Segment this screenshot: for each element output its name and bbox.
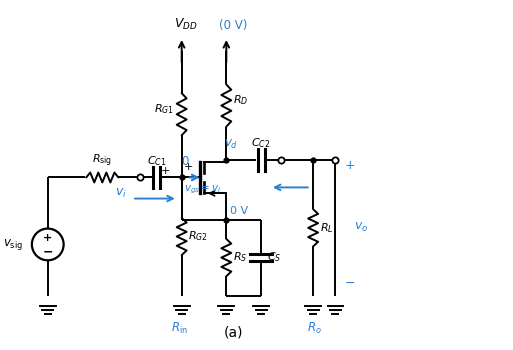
Text: $C_S$: $C_S$ [267, 251, 282, 265]
Text: $v_{gs} = v_i$: $v_{gs} = v_i$ [184, 183, 222, 196]
Text: $V_{DD}$: $V_{DD}$ [174, 17, 198, 32]
Text: $C_{C2}$: $C_{C2}$ [251, 136, 271, 150]
Text: −: − [344, 276, 355, 290]
Text: $R_D$: $R_D$ [233, 94, 248, 107]
Text: 0: 0 [182, 155, 189, 168]
Text: $C_{C1}$: $C_{C1}$ [147, 154, 167, 168]
Text: +: + [43, 233, 52, 243]
Text: (a): (a) [224, 326, 244, 340]
Text: $R_{G2}$: $R_{G2}$ [188, 230, 208, 243]
Text: $v_d$: $v_d$ [224, 138, 238, 151]
Text: +: + [184, 162, 193, 172]
Text: −: − [43, 245, 53, 258]
Text: +: + [344, 159, 355, 172]
Text: +: + [161, 166, 170, 176]
Text: $R_{\rm in}$: $R_{\rm in}$ [171, 321, 188, 336]
Text: $v_o$: $v_o$ [354, 221, 369, 234]
Text: $R_{G1}$: $R_{G1}$ [154, 103, 174, 116]
Text: 0 V: 0 V [230, 206, 248, 216]
Text: $v_{\rm sig}$: $v_{\rm sig}$ [3, 237, 23, 252]
Text: $R_L$: $R_L$ [320, 221, 333, 235]
Text: $v_i$: $v_i$ [115, 187, 127, 200]
Text: $R_{\rm sig}$: $R_{\rm sig}$ [92, 152, 112, 169]
Text: $R_S$: $R_S$ [233, 251, 247, 265]
Text: (0 V): (0 V) [219, 19, 247, 32]
Text: $R_o$: $R_o$ [307, 321, 322, 336]
